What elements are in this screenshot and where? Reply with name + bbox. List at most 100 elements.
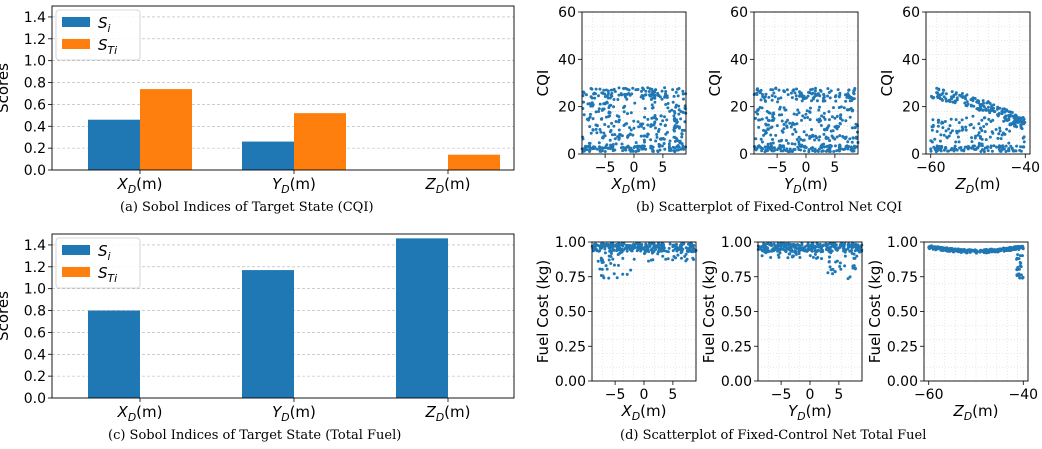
legend-swatch — [62, 39, 90, 49]
data-point — [598, 127, 602, 131]
data-point — [653, 90, 657, 94]
data-point — [764, 92, 768, 96]
data-point — [656, 150, 660, 154]
data-point — [765, 116, 769, 120]
data-point — [588, 141, 592, 145]
data-point — [769, 126, 773, 130]
data-point — [1000, 109, 1004, 113]
data-point — [833, 95, 837, 99]
data-point — [961, 95, 965, 99]
data-point — [758, 105, 762, 109]
data-point — [976, 133, 980, 137]
data-point — [770, 249, 774, 253]
scatter-plot-d1: −5 0 5 0.00 0.25 0.50 0.75 1.00 XD(m) Fuel Cost (… — [534, 235, 698, 423]
data-point — [689, 250, 693, 254]
data-point — [931, 118, 935, 122]
data-point — [1003, 110, 1007, 114]
data-point — [848, 99, 852, 103]
data-point — [962, 149, 966, 153]
data-point — [950, 97, 954, 101]
data-point — [846, 247, 850, 251]
data-point — [1021, 136, 1025, 140]
x-tick-label: −5 — [605, 387, 626, 403]
data-point — [770, 98, 774, 102]
data-point — [1017, 257, 1021, 261]
data-point — [784, 149, 788, 153]
data-point — [973, 147, 977, 151]
data-point — [852, 149, 856, 153]
data-point — [644, 89, 648, 93]
data-point — [760, 140, 764, 144]
data-point — [644, 93, 648, 97]
y-axis-label: CQI — [534, 70, 552, 97]
data-point — [653, 100, 657, 104]
data-point — [945, 135, 949, 139]
data-point — [794, 130, 798, 134]
data-point — [820, 257, 824, 261]
data-point — [1015, 257, 1019, 261]
data-point — [594, 87, 598, 91]
data-point — [755, 92, 759, 96]
data-point — [835, 135, 839, 139]
data-point — [762, 245, 766, 249]
data-point — [675, 242, 679, 246]
data-point — [656, 252, 660, 256]
data-point — [804, 112, 808, 116]
data-point — [627, 88, 631, 92]
data-point — [654, 247, 658, 251]
data-point — [943, 119, 947, 123]
data-point — [691, 256, 695, 260]
data-point — [813, 89, 817, 93]
data-point — [795, 113, 799, 117]
data-point — [641, 94, 645, 98]
y-tick-label: 0.25 — [555, 339, 586, 355]
data-point — [768, 111, 772, 115]
y-tick-label: 60 — [558, 5, 576, 21]
data-point — [818, 105, 822, 109]
y-tick-label: 1.00 — [555, 235, 586, 251]
data-point — [692, 243, 696, 247]
data-point — [769, 256, 773, 260]
data-point — [968, 123, 972, 127]
data-point — [980, 144, 984, 148]
data-point — [838, 264, 842, 268]
data-point — [938, 97, 942, 101]
y-tick-label: 1.4 — [24, 10, 46, 26]
data-point — [778, 107, 782, 111]
data-point — [846, 277, 850, 281]
data-point — [615, 249, 619, 253]
data-point — [843, 93, 847, 97]
data-point — [811, 149, 815, 153]
data-point — [774, 87, 778, 91]
data-point — [850, 109, 854, 113]
data-point — [807, 148, 811, 152]
data-point — [591, 103, 595, 107]
data-point — [636, 247, 640, 251]
data-point — [944, 129, 948, 133]
data-point — [637, 125, 641, 129]
data-point — [826, 271, 830, 275]
data-point — [808, 118, 812, 122]
data-point — [1008, 114, 1012, 118]
data-point — [797, 148, 801, 152]
data-point — [814, 86, 818, 90]
data-point — [779, 96, 783, 100]
legend-label: Si — [98, 242, 111, 263]
data-point — [813, 150, 817, 154]
data-point — [828, 139, 832, 143]
data-point — [597, 107, 601, 111]
data-point — [795, 122, 799, 126]
data-point — [614, 119, 618, 123]
data-point — [858, 250, 862, 254]
x-axis-label: ZD(m) — [953, 402, 999, 423]
data-point — [677, 125, 681, 129]
data-point — [933, 137, 937, 141]
data-point — [599, 273, 603, 277]
data-point — [813, 252, 817, 256]
data-point — [594, 110, 598, 114]
data-point — [581, 90, 585, 94]
data-point — [987, 117, 991, 121]
data-point — [675, 249, 679, 253]
data-point — [806, 94, 810, 98]
data-point — [1001, 246, 1005, 250]
